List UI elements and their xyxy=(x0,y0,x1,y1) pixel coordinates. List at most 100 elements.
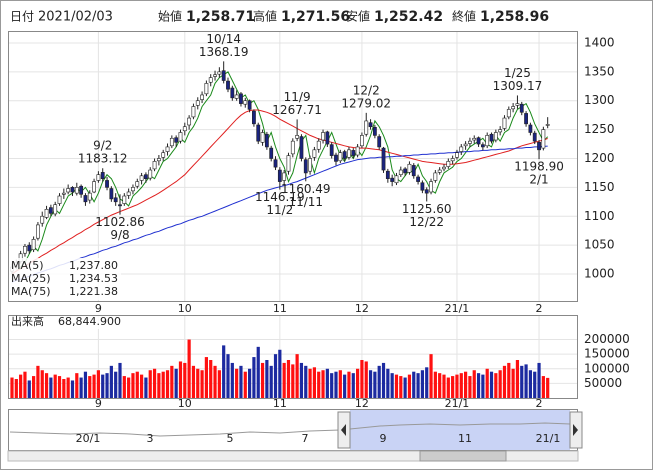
volume-bar xyxy=(425,367,429,398)
volume-bar xyxy=(248,368,252,398)
volume-name: 出来高 xyxy=(11,314,44,328)
candle-body xyxy=(442,166,446,170)
ma-line xyxy=(11,109,548,275)
annotation-date: 2/1 xyxy=(529,173,548,187)
candle-body xyxy=(264,133,269,148)
volume-bar xyxy=(330,373,334,398)
volume-bar xyxy=(10,377,14,398)
volume-bar xyxy=(360,360,364,398)
candle-body xyxy=(277,169,282,182)
candle-body xyxy=(381,147,386,171)
candle-body xyxy=(152,161,157,170)
candle-body xyxy=(459,146,464,152)
candle-body xyxy=(118,204,122,207)
volume-bar xyxy=(23,371,27,398)
candle-body xyxy=(252,110,256,125)
annotation-value: 1198.90 xyxy=(514,160,564,174)
arrow-icon xyxy=(341,424,346,436)
candle-body xyxy=(182,126,187,132)
candle-body xyxy=(411,165,416,177)
annotation-value: 1309.17 xyxy=(493,79,543,93)
candle-body xyxy=(27,244,32,252)
candle-body xyxy=(87,192,92,201)
volume-bar xyxy=(62,379,66,398)
volume-bar xyxy=(412,371,416,398)
candle-body xyxy=(165,146,170,152)
candle-body xyxy=(372,127,377,136)
candle-body xyxy=(368,122,373,128)
candle-body xyxy=(416,176,420,182)
candle-body xyxy=(200,94,204,100)
candle-body xyxy=(364,120,369,135)
candle-body xyxy=(191,106,196,118)
navigator-range xyxy=(350,410,570,450)
candle-body xyxy=(96,174,101,181)
arrow-icon xyxy=(573,424,578,436)
candle-body xyxy=(131,187,135,192)
candle-body xyxy=(53,204,58,215)
candle-body xyxy=(519,103,524,113)
candle-body xyxy=(532,132,537,142)
navigator-label: 21/1 xyxy=(536,432,561,445)
volume-bar xyxy=(515,360,520,398)
candle-body xyxy=(485,135,490,147)
volume-bar xyxy=(442,374,446,398)
volume-bar xyxy=(416,373,420,398)
candle-body xyxy=(239,93,243,104)
candle-body xyxy=(161,152,166,158)
candle-body xyxy=(398,169,403,175)
navigator-label: 11 xyxy=(458,432,472,445)
annotation-value: 1125.60 xyxy=(402,202,452,216)
annotation-value: 1183.12 xyxy=(78,152,128,166)
candle-body xyxy=(347,149,351,158)
candle-body xyxy=(420,182,425,191)
legend-name: MA(25) xyxy=(11,272,51,285)
volume-bar xyxy=(533,371,537,398)
candle-body xyxy=(511,106,516,110)
price-label: 高値 xyxy=(253,9,277,24)
candle-body xyxy=(282,172,287,181)
scrollbar[interactable] xyxy=(7,450,579,462)
volume-bar xyxy=(386,368,390,398)
candle-body xyxy=(316,140,321,150)
candle-body xyxy=(109,188,114,200)
volume-bar xyxy=(524,364,528,398)
y-tick-label: 1150 xyxy=(584,180,615,194)
y-tick-label: 200000 xyxy=(584,332,630,346)
candle-body xyxy=(221,70,226,81)
volume-bar xyxy=(105,373,109,398)
candle-body xyxy=(541,129,546,149)
candle-body xyxy=(403,168,408,174)
x-tick-label: 12 xyxy=(355,302,369,315)
x-tick-label: 2 xyxy=(536,397,543,410)
candle-body xyxy=(429,181,433,193)
candle-body xyxy=(394,175,399,184)
volume-bar xyxy=(140,374,144,398)
volume-bar xyxy=(83,371,88,398)
price-label: 安値 xyxy=(346,9,370,24)
volume-bar xyxy=(157,373,161,398)
candle-body xyxy=(290,140,295,155)
volume-bar xyxy=(451,376,455,398)
volume-bar xyxy=(343,374,347,398)
volume-bar xyxy=(407,374,412,398)
legend-value: 1,237.80 xyxy=(69,259,118,272)
volume-bar xyxy=(286,360,291,398)
volume-bar xyxy=(438,373,442,398)
volume-bar xyxy=(399,376,403,398)
candle-body xyxy=(433,172,438,181)
candle-body xyxy=(70,187,75,193)
candle-body xyxy=(230,87,235,99)
x-tick-label: 9 xyxy=(95,397,102,410)
candle-body xyxy=(148,169,153,179)
candle-body xyxy=(463,143,468,147)
navigator-label: 9 xyxy=(380,432,387,445)
volume-bar xyxy=(446,377,450,398)
scroll-thumb[interactable] xyxy=(419,450,507,462)
volume-bar xyxy=(455,374,459,398)
volume-bar xyxy=(40,370,44,398)
candle-body xyxy=(256,124,261,142)
date-label: 日付 xyxy=(10,10,34,24)
volume-bar xyxy=(498,370,502,398)
